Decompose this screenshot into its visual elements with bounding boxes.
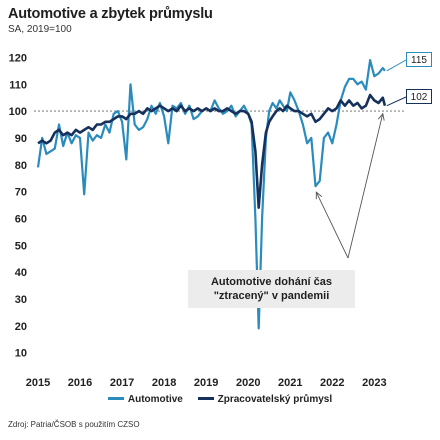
annotation-arrow-dip [315, 192, 349, 259]
annotation-arrow-dip-head [315, 191, 323, 200]
y-tick-label: 90 [15, 133, 27, 145]
legend-item-manufacturing: Zpracovatelský průmysl [197, 394, 333, 405]
y-tick-label: 50 [15, 240, 27, 252]
x-tick-label: 2019 [194, 377, 218, 389]
x-tick-label: 2022 [320, 377, 344, 389]
y-tick-label: 110 [9, 79, 27, 91]
annotation-line-2: "ztracený" v pandemii [213, 290, 330, 302]
x-tick-label: 2016 [68, 377, 92, 389]
x-tick-label: 2021 [278, 377, 302, 389]
end-label-manufacturing: 102 [406, 89, 432, 104]
annotation-box: Automotive dohání čas "ztracený" v pande… [188, 270, 355, 308]
y-tick-label: 120 [9, 52, 27, 64]
y-tick-label: 10 [15, 348, 27, 360]
legend-swatch-automotive [107, 396, 124, 400]
legend-label-manufacturing: Zpracovatelský průmysl [217, 394, 333, 405]
x-tick-label: 2018 [152, 377, 176, 389]
annotation-arrow-recent [347, 113, 384, 259]
chart-legend: Automotive Zpracovatelský průmysl [0, 394, 440, 405]
legend-swatch-manufacturing [197, 396, 214, 400]
y-tick-label: 60 [15, 213, 27, 225]
annotation-arrow-recent-head [377, 112, 385, 121]
x-tick-label: 2020 [236, 377, 260, 389]
y-tick-label: 30 [15, 294, 27, 306]
x-tick-label: 2015 [26, 377, 50, 389]
y-tick-label: 80 [15, 160, 27, 172]
y-axis-ticks: 10 20 30 40 50 60 70 80 90 100 110 120 [9, 52, 27, 359]
end-label-automotive: 115 [406, 52, 432, 67]
legend-item-automotive: Automotive [107, 394, 183, 405]
y-tick-label: 100 [9, 106, 27, 118]
legend-label-automotive: Automotive [127, 394, 183, 405]
x-tick-label: 2017 [110, 377, 134, 389]
end-connector-manufacturing [386, 96, 407, 107]
series-line-manufacturing [37, 93, 387, 209]
annotation-arrows [315, 112, 385, 259]
chart-title: Automotive a zbytek průmyslu [8, 6, 213, 22]
series-line-automotive [36, 59, 386, 330]
chart-subtitle: SA, 2019=100 [8, 24, 72, 35]
x-tick-label: 2023 [362, 377, 386, 389]
end-connector-automotive [386, 59, 407, 72]
annotation-line-1: Automotive dohání čas [210, 276, 333, 288]
y-tick-label: 40 [15, 267, 27, 279]
source-note: Zdroj: Patria/ČSOB s použitím CZSO [8, 420, 140, 429]
y-tick-label: 20 [15, 321, 27, 333]
y-tick-label: 70 [15, 187, 27, 199]
series-lines [36, 59, 407, 330]
x-axis-ticks: 2015 2016 2017 2018 2019 2020 2021 2022 2023 [26, 377, 387, 389]
